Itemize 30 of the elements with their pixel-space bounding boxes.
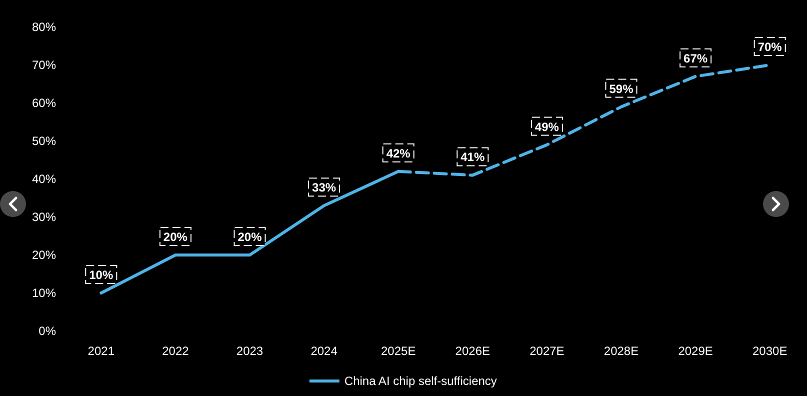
y-tick-label: 80% bbox=[32, 20, 56, 34]
x-tick-label: 2026E bbox=[455, 344, 490, 358]
y-tick-label: 0% bbox=[38, 324, 56, 338]
x-tick-label: 2025E bbox=[381, 344, 416, 358]
x-tick-label: 2028E bbox=[604, 344, 639, 358]
data-label: 67% bbox=[684, 51, 708, 66]
x-tick-label: 2024 bbox=[310, 344, 338, 358]
y-tick-label: 20% bbox=[32, 248, 56, 262]
data-label: 70% bbox=[758, 40, 782, 54]
x-tick-label: 2027E bbox=[530, 344, 564, 358]
y-tick-label: 70% bbox=[32, 58, 56, 72]
y-tick-label: 10% bbox=[32, 286, 56, 300]
y-tick-label: 50% bbox=[32, 134, 56, 148]
legend-label: China AI chip self-sufficiency bbox=[344, 374, 497, 388]
x-tick-label: 2021 bbox=[88, 344, 115, 358]
data-label: 33% bbox=[312, 180, 336, 195]
x-tick-label: 2029E bbox=[678, 344, 713, 358]
data-label: 20% bbox=[163, 230, 188, 244]
data-label: 41% bbox=[460, 150, 485, 164]
y-tick-label: 60% bbox=[32, 96, 56, 110]
x-tick-label: 2022 bbox=[162, 344, 190, 358]
y-tick-label: 30% bbox=[32, 210, 56, 224]
data-label: 42% bbox=[386, 146, 411, 160]
data-label: 49% bbox=[534, 120, 560, 134]
data-label: 10% bbox=[89, 268, 114, 282]
x-tick-label: 2030E bbox=[752, 344, 788, 358]
data-label: 20% bbox=[238, 230, 262, 244]
x-tick-label: 2023 bbox=[236, 344, 264, 358]
data-label: 59% bbox=[609, 82, 634, 96]
y-tick-label: 40% bbox=[32, 172, 56, 186]
